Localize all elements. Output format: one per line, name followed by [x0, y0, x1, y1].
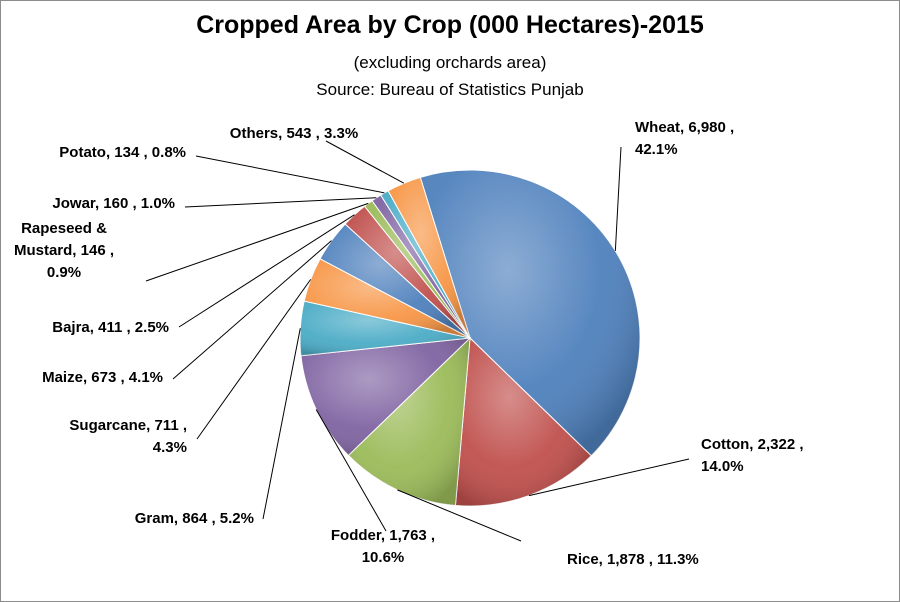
data-label-rapeseed-mustard: Rapeseed & Mustard, 146 , 0.9%	[14, 220, 114, 281]
pie-slice-shade	[299, 301, 470, 356]
data-label-line: Rice, 1,878 , 11.3%	[567, 551, 699, 568]
leader-line	[325, 140, 405, 184]
pie-slice-shade	[364, 200, 470, 338]
data-label-line: Jowar, 160 , 1.0%	[52, 195, 175, 212]
leader-line	[184, 197, 377, 208]
leader-line	[178, 214, 355, 328]
data-label-line: 0.9%	[47, 264, 81, 281]
data-label-line: Rapeseed &	[21, 220, 107, 237]
pie-slice-shade	[455, 338, 592, 506]
data-label-line: Gram, 864 , 5.2%	[135, 510, 254, 527]
data-label-fodder: Fodder, 1,763 , 10.6%	[331, 527, 435, 566]
leader-lines	[145, 140, 690, 542]
data-label-line: Bajra, 411 , 2.5%	[52, 319, 169, 336]
data-label-line: 42.1%	[635, 141, 678, 158]
leader-line	[528, 458, 690, 497]
data-label-line: Wheat, 6,980 ,	[635, 119, 734, 136]
leader-line	[397, 489, 522, 542]
data-label-jowar: Jowar, 160 , 1.0%	[52, 195, 175, 212]
leader-line	[172, 240, 332, 380]
slice-labels: Wheat, 6,980 , 42.1% Cotton, 2,322 , 14.0% R…	[14, 119, 804, 568]
leader-line	[262, 328, 301, 520]
pie-slice-shade	[345, 206, 470, 338]
data-label-line: 4.3%	[153, 439, 187, 456]
leader-line	[196, 279, 312, 440]
data-label-rice: Rice, 1,878 , 11.3%	[567, 551, 699, 568]
leader-line	[614, 146, 622, 251]
data-label-line: Cotton, 2,322 ,	[701, 436, 804, 453]
leader-line	[315, 409, 387, 532]
data-label-line: Fodder, 1,763 ,	[331, 527, 435, 544]
data-label-bajra: Bajra, 411 , 2.5%	[52, 319, 169, 336]
data-label-potato: Potato, 134 , 0.8%	[59, 144, 186, 161]
pie-slice-shade	[420, 170, 641, 456]
data-label-maize: Maize, 673 , 4.1%	[42, 369, 163, 386]
data-label-gram: Gram, 864 , 5.2%	[135, 510, 254, 527]
leader-line	[145, 202, 369, 282]
pie-slice-shade	[348, 338, 470, 506]
data-label-line: Potato, 134 , 0.8%	[59, 144, 186, 161]
pie-slice-shade	[320, 223, 470, 338]
pie-slice-shade	[304, 258, 470, 338]
data-label-line: 10.6%	[362, 549, 405, 566]
data-label-line: Others, 543 , 3.3%	[230, 125, 358, 142]
pie-slices	[299, 169, 641, 507]
data-label-wheat: Wheat, 6,980 , 42.1%	[635, 119, 734, 158]
pie-slice-shade	[380, 190, 470, 338]
leader-line	[195, 155, 385, 194]
data-label-line: 14.0%	[701, 458, 744, 475]
data-label-line: Sugarcane, 711 ,	[69, 417, 187, 434]
chart-subtitle-note: (excluding orchards area)	[353, 53, 547, 72]
pie-slice-shade	[388, 177, 470, 338]
data-label-line: Mustard, 146 ,	[14, 242, 114, 259]
chart-subtitle-source: Source: Bureau of Statistics Punjab	[316, 80, 584, 99]
pie-slice-shade	[372, 195, 470, 338]
chart-title: Cropped Area by Crop (000 Hectares)-2015	[196, 11, 704, 39]
data-label-line: Maize, 673 , 4.1%	[42, 369, 163, 386]
data-label-others: Others, 543 , 3.3%	[230, 125, 358, 142]
data-label-sugarcane: Sugarcane, 711 , 4.3%	[69, 417, 187, 456]
pie-slice-shade	[300, 338, 470, 456]
data-label-cotton: Cotton, 2,322 , 14.0%	[701, 436, 804, 475]
